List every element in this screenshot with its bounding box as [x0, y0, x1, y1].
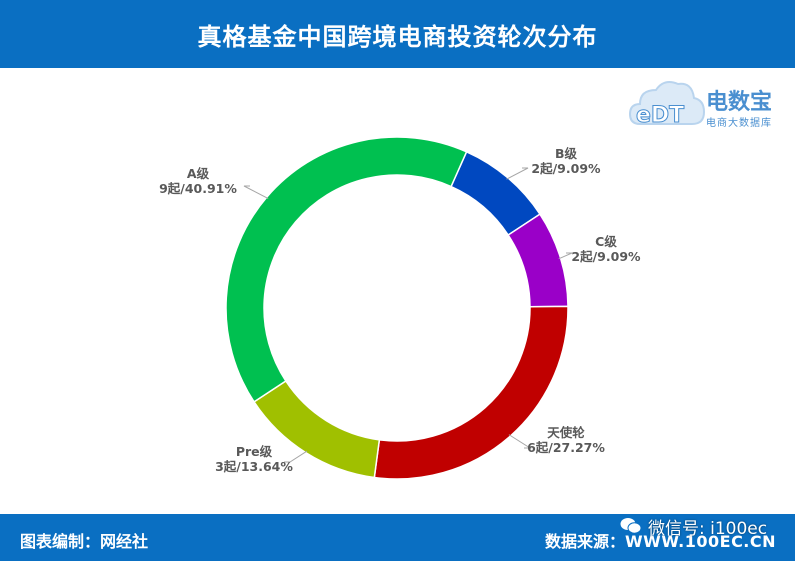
slice-label-name-5: A级	[187, 166, 210, 181]
slice-label-name-3: 天使轮	[547, 425, 585, 440]
leader-line-1	[506, 167, 529, 180]
wechat-icon	[620, 518, 642, 534]
chart-title: 真格基金中国跨境电商投资轮次分布	[0, 0, 795, 68]
slice-label-name-1: B级	[555, 146, 578, 161]
footer-source: 数据来源：WWW.100EC.CN	[545, 528, 776, 552]
watermark-text: 微信号: i100ec	[648, 518, 768, 539]
slice-label-name-4: Pre级	[236, 444, 273, 459]
footer-source-label: 数据来源：	[545, 532, 626, 551]
leader-line-3	[508, 434, 532, 449]
slice-label-value-5: 9起/40.91%	[159, 181, 237, 196]
slice-label-value-2: 2起/9.09%	[571, 249, 641, 264]
footer-site: WWW.100EC.CN	[625, 532, 777, 551]
leader-line-2	[558, 252, 573, 260]
slice-label-value-1: 2起/9.09%	[531, 161, 601, 176]
cloud-icon: eDT	[628, 81, 706, 129]
slice-label-name-2: C级	[595, 234, 617, 249]
slice-5	[225, 136, 468, 403]
logo-mark: eDT	[636, 103, 684, 128]
edt-logo: eDT 电数宝 电商大数据库	[628, 74, 788, 136]
logo-brand: 电数宝	[706, 90, 773, 115]
logo-subtitle: 电商大数据库	[706, 118, 772, 129]
slice-label-value-4: 3起/13.64%	[215, 459, 293, 474]
slice-label-value-3: 6起/27.27%	[527, 440, 605, 455]
leader-line-5	[243, 185, 269, 199]
wechat-watermark: 微信号: i100ec	[620, 509, 767, 543]
leader-line-4	[284, 450, 308, 463]
footer-bar: 图表编制：网经社 数据来源：WWW.100EC.CN	[0, 514, 795, 561]
footer-credit: 图表编制：网经社	[20, 532, 149, 551]
